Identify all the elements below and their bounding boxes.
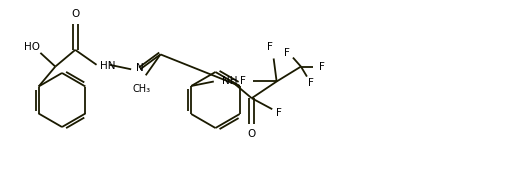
Text: HO: HO xyxy=(24,42,40,52)
Text: N: N xyxy=(136,63,144,73)
Text: HN: HN xyxy=(100,61,115,71)
Text: CH₃: CH₃ xyxy=(133,84,151,94)
Text: F: F xyxy=(276,108,282,118)
Text: F: F xyxy=(284,48,290,58)
Text: F: F xyxy=(240,76,245,87)
Text: F: F xyxy=(319,62,325,72)
Text: NH: NH xyxy=(222,76,237,87)
Text: O: O xyxy=(71,9,79,19)
Text: F: F xyxy=(308,78,314,88)
Text: O: O xyxy=(248,129,256,139)
Text: F: F xyxy=(267,43,272,52)
